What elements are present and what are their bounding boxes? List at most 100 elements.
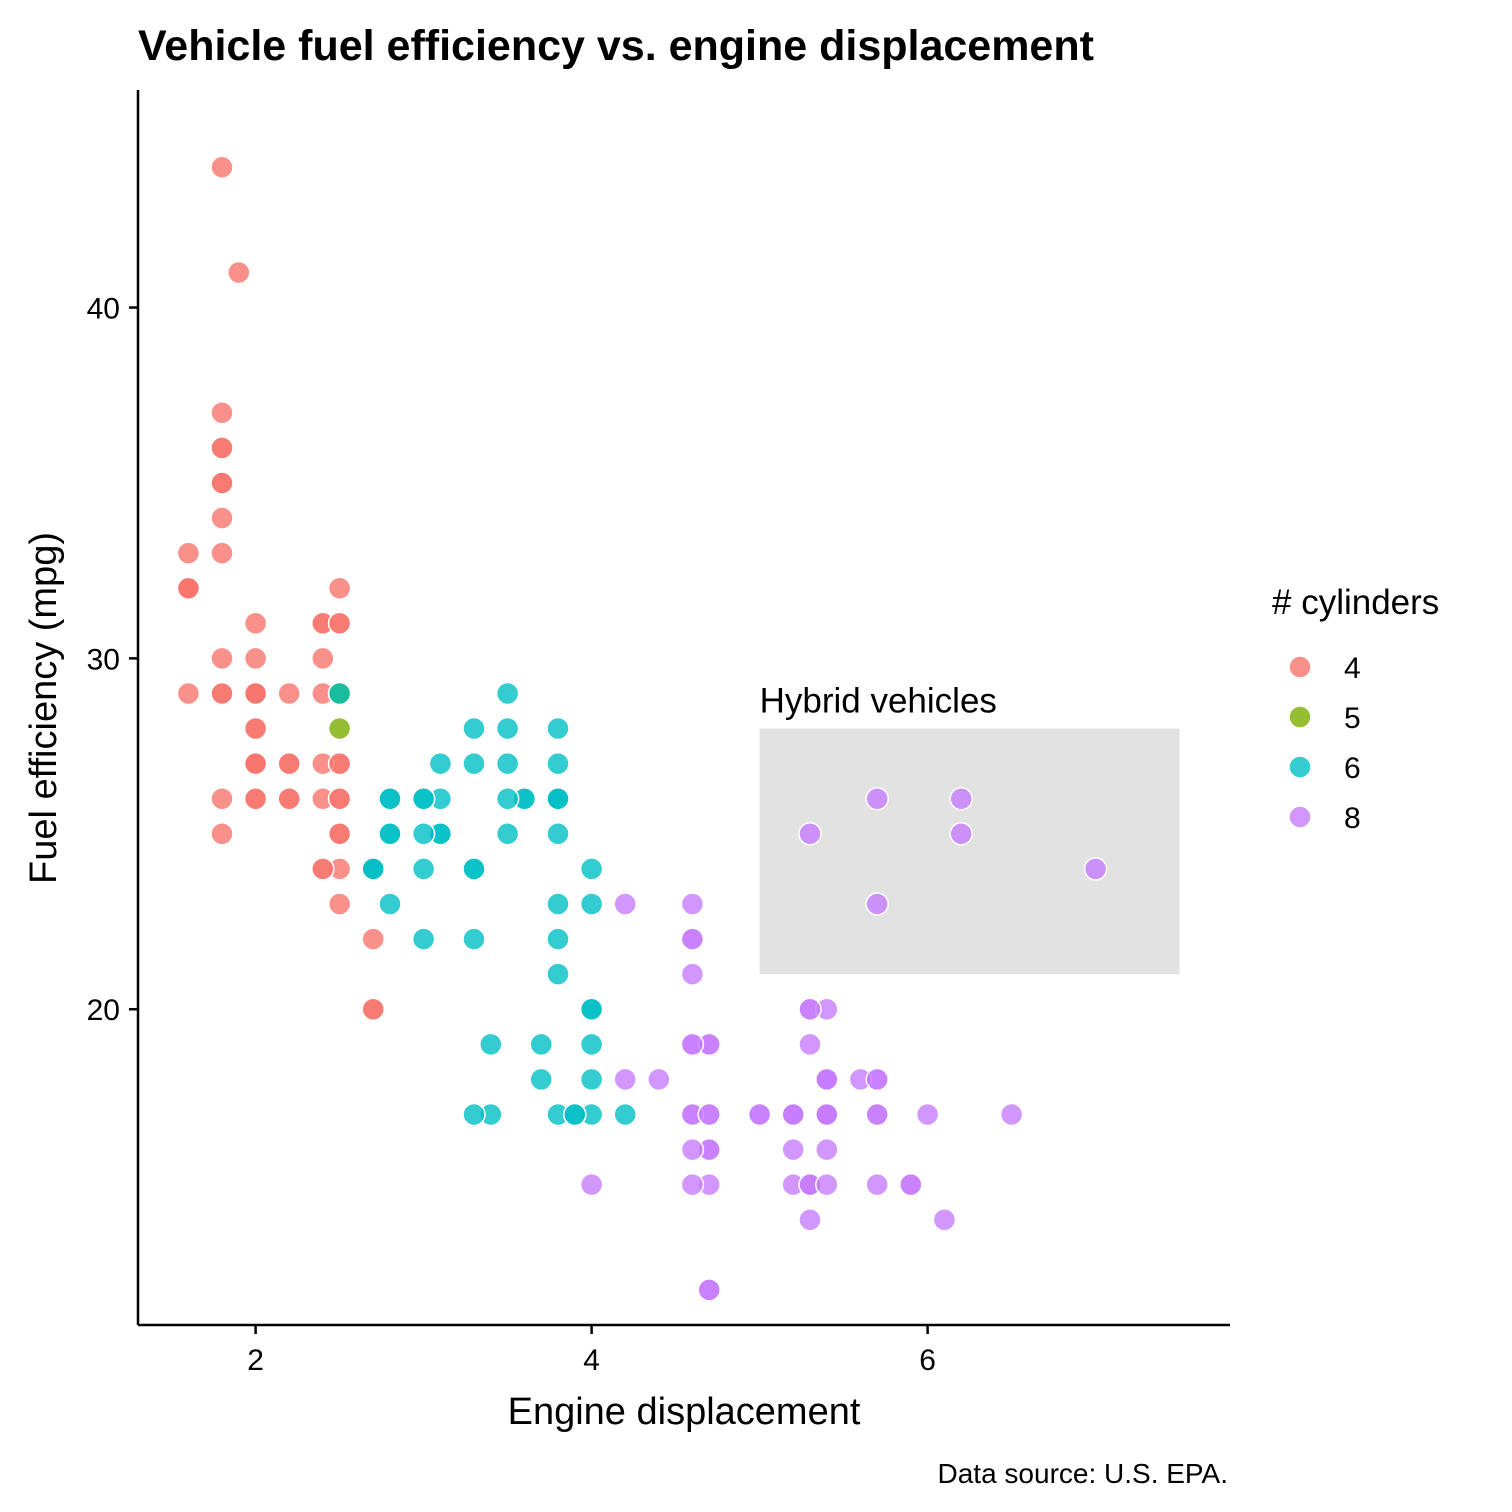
- data-point: [613, 1067, 637, 1092]
- data-point: [361, 927, 385, 951]
- data-point: [210, 506, 234, 530]
- data-point: [176, 541, 201, 565]
- data-point: [462, 927, 486, 951]
- data-point: [529, 1032, 553, 1057]
- data-point: [243, 786, 268, 811]
- data-point: [327, 576, 352, 600]
- data-point: [747, 1102, 772, 1127]
- data-point: [546, 892, 570, 916]
- data-point: [411, 927, 436, 951]
- data-point: [865, 786, 889, 811]
- legend-entry-label: 8: [1344, 802, 1361, 835]
- data-point: [479, 1032, 503, 1057]
- data-point: [210, 155, 234, 179]
- data-point: [277, 681, 301, 706]
- data-point: [546, 716, 570, 741]
- axes-layer: 2 4 6 20 30 40: [87, 90, 1230, 1377]
- data-point: [781, 1137, 805, 1162]
- legend-key: [1288, 655, 1312, 679]
- data-point: [227, 260, 251, 285]
- y-tick-label: 20: [87, 994, 120, 1027]
- annotation-layer: Hybrid vehicles: [759, 682, 1180, 975]
- annotation-label: Hybrid vehicles: [760, 682, 997, 721]
- data-point: [932, 1207, 957, 1232]
- x-tick-label: 4: [583, 1344, 600, 1377]
- data-point: [647, 1067, 671, 1092]
- data-point: [680, 1032, 705, 1057]
- data-point: [411, 786, 436, 811]
- data-point: [210, 786, 234, 811]
- data-point: [327, 892, 352, 916]
- data-point: [495, 681, 520, 706]
- data-point: [1083, 857, 1108, 881]
- data-point: [546, 751, 570, 776]
- data-point: [798, 1207, 822, 1232]
- data-point: [210, 541, 234, 565]
- data-point: [327, 751, 352, 776]
- data-point: [680, 1137, 705, 1162]
- data-point: [361, 857, 385, 881]
- data-point: [210, 471, 234, 495]
- data-point: [899, 1172, 923, 1197]
- data-point: [243, 611, 268, 636]
- legend-key: [1288, 705, 1312, 729]
- data-point: [915, 1102, 940, 1127]
- legend-entry-label: 4: [1344, 652, 1361, 685]
- data-point: [277, 786, 301, 811]
- data-point: [311, 857, 335, 881]
- data-point: [462, 751, 486, 776]
- annotation-rect: [759, 728, 1180, 975]
- points-layer: [176, 155, 1108, 1302]
- data-point: [361, 997, 385, 1021]
- data-point: [865, 892, 889, 916]
- data-point: [243, 716, 268, 741]
- data-point: [176, 681, 201, 706]
- y-tick-label: 40: [87, 293, 120, 326]
- x-tick-label: 6: [919, 1344, 936, 1377]
- data-point: [311, 646, 335, 671]
- data-point: [697, 1278, 721, 1302]
- data-point: [243, 646, 268, 671]
- legend-title: # cylinders: [1272, 583, 1439, 622]
- data-point: [865, 1102, 889, 1127]
- data-point: [462, 1102, 486, 1127]
- data-point: [546, 822, 570, 846]
- data-point: [697, 1102, 721, 1127]
- data-point: [865, 1172, 889, 1197]
- data-point: [579, 892, 604, 916]
- data-point: [815, 1172, 839, 1197]
- data-point: [378, 892, 402, 916]
- chart-title: Vehicle fuel efficiency vs. engine displ…: [138, 22, 1094, 70]
- data-point: [579, 997, 604, 1021]
- data-point: [462, 716, 486, 741]
- legend-key: [1288, 755, 1312, 779]
- data-point: [210, 646, 234, 671]
- data-point: [579, 1067, 604, 1092]
- x-tick-label: 2: [247, 1344, 264, 1377]
- legend-entry-label: 5: [1344, 702, 1361, 735]
- data-point: [327, 822, 352, 846]
- data-point: [680, 892, 705, 916]
- data-point: [546, 786, 570, 811]
- legend: # cylinders 4 5 6 8: [1272, 583, 1439, 835]
- data-point: [563, 1102, 587, 1127]
- data-point: [210, 401, 234, 425]
- data-point: [815, 1137, 839, 1162]
- data-point: [495, 751, 520, 776]
- data-point: [210, 822, 234, 846]
- legend-entry-label: 6: [1344, 752, 1361, 785]
- data-point: [495, 716, 520, 741]
- data-point: [327, 716, 352, 741]
- data-point: [798, 997, 822, 1021]
- data-point: [411, 857, 436, 881]
- data-point: [210, 681, 234, 706]
- data-point: [798, 1032, 822, 1057]
- data-point: [579, 1172, 604, 1197]
- data-point: [327, 611, 352, 636]
- data-point: [798, 822, 822, 846]
- legend-key: [1288, 805, 1312, 829]
- y-axis-label: Fuel efficiency (mpg): [23, 532, 65, 884]
- data-point: [579, 857, 604, 881]
- data-point: [210, 436, 234, 460]
